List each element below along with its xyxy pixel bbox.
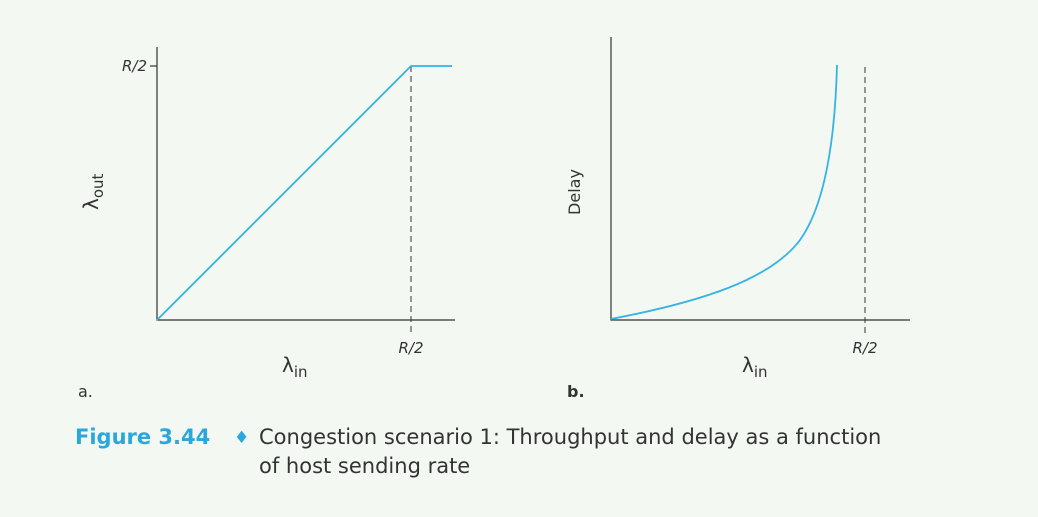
x-tick-label: R/2 — [852, 339, 877, 357]
axes — [156, 47, 455, 321]
x-axis-label: λin — [282, 353, 308, 381]
subscript: in — [754, 363, 768, 381]
y-axis-label: Delay — [565, 169, 584, 215]
panel-label: a. — [78, 382, 93, 401]
separator: ♦ — [234, 428, 249, 448]
caption-line: Congestion scenario 1: Throughput and de… — [259, 425, 881, 449]
symbol: λ — [79, 198, 103, 210]
y-tick-label: R/2 — [122, 57, 147, 75]
symbol: λ — [282, 353, 294, 377]
subscript: in — [294, 363, 308, 381]
y-axis-label: λout — [79, 173, 107, 210]
figure-number: Figure 3.44 — [75, 425, 210, 449]
throughput-curve — [156, 65, 452, 321]
x-tick-label: R/2 — [398, 339, 423, 357]
x-axis-label: λin — [742, 353, 768, 381]
panel-label: b. — [567, 382, 585, 401]
delay-curve — [610, 64, 838, 320]
axes — [610, 37, 910, 321]
panel-a: R/2 R/2 λin λout a. — [78, 47, 455, 401]
caption-line: of host sending rate — [259, 454, 470, 478]
subscript: out — [89, 173, 107, 198]
symbol: λ — [742, 353, 754, 377]
panel-b: R/2 λin Delay b. — [565, 37, 910, 401]
